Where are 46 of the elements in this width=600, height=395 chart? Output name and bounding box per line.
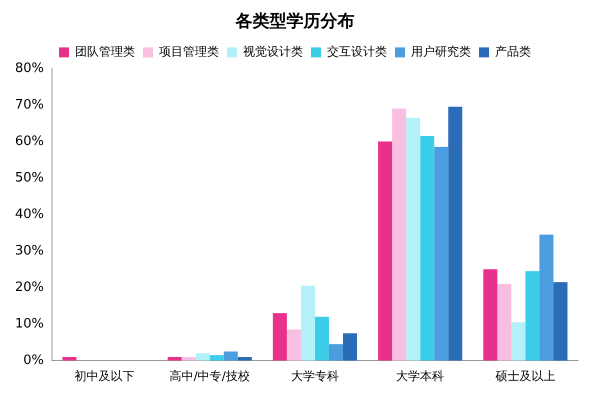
bar: [392, 108, 406, 361]
y-tick-label: 20%: [14, 280, 44, 295]
bar: [406, 118, 420, 361]
x-tick-label: 初中及以下: [74, 368, 135, 383]
y-tick-label: 10%: [14, 316, 44, 332]
y-tick-label: 30%: [14, 243, 44, 258]
legend-label: 交互设计类: [327, 44, 387, 59]
legend-label: 团队管理类: [75, 44, 135, 59]
bar: [420, 136, 434, 361]
chart-title: 各类型学历分布: [234, 12, 354, 32]
y-tick-label: 0%: [23, 352, 44, 368]
bar: [314, 316, 329, 361]
bar: [272, 313, 287, 361]
bar: [62, 356, 76, 361]
y-tick-label: 80%: [14, 60, 44, 76]
legend-label: 项目管理类: [159, 44, 219, 59]
bar: [196, 353, 210, 361]
legend-label: 产品类: [495, 44, 531, 59]
legend-label: 视觉设计类: [243, 44, 303, 59]
bar: [210, 355, 224, 361]
bar: [224, 351, 238, 361]
y-tick-label: 50%: [14, 170, 44, 186]
x-tick-label: 高中/中专/技校: [170, 368, 250, 383]
bar: [378, 141, 392, 361]
y-tick-label: 70%: [14, 97, 44, 112]
legend-label: 用户研究类: [411, 44, 471, 59]
x-tick-label: 硕士及以上: [494, 368, 556, 383]
y-tick-label: 40%: [14, 206, 44, 222]
bar: [539, 234, 554, 361]
bar: [483, 269, 498, 361]
bar: [448, 106, 462, 361]
bar: [343, 333, 358, 361]
y-tick-label: 60%: [14, 134, 44, 149]
bar: [511, 322, 526, 361]
bar: [328, 344, 344, 361]
bar: [300, 286, 315, 361]
bar: [434, 146, 448, 361]
bar: [238, 356, 252, 361]
bar: [497, 284, 512, 361]
bar: [168, 356, 182, 361]
x-tick-label: 大学本科: [396, 368, 444, 383]
bar: [286, 330, 301, 361]
bar: [553, 282, 568, 361]
bar: [525, 271, 540, 361]
x-tick-label: 大学专科: [290, 368, 339, 383]
bar: [182, 356, 196, 361]
